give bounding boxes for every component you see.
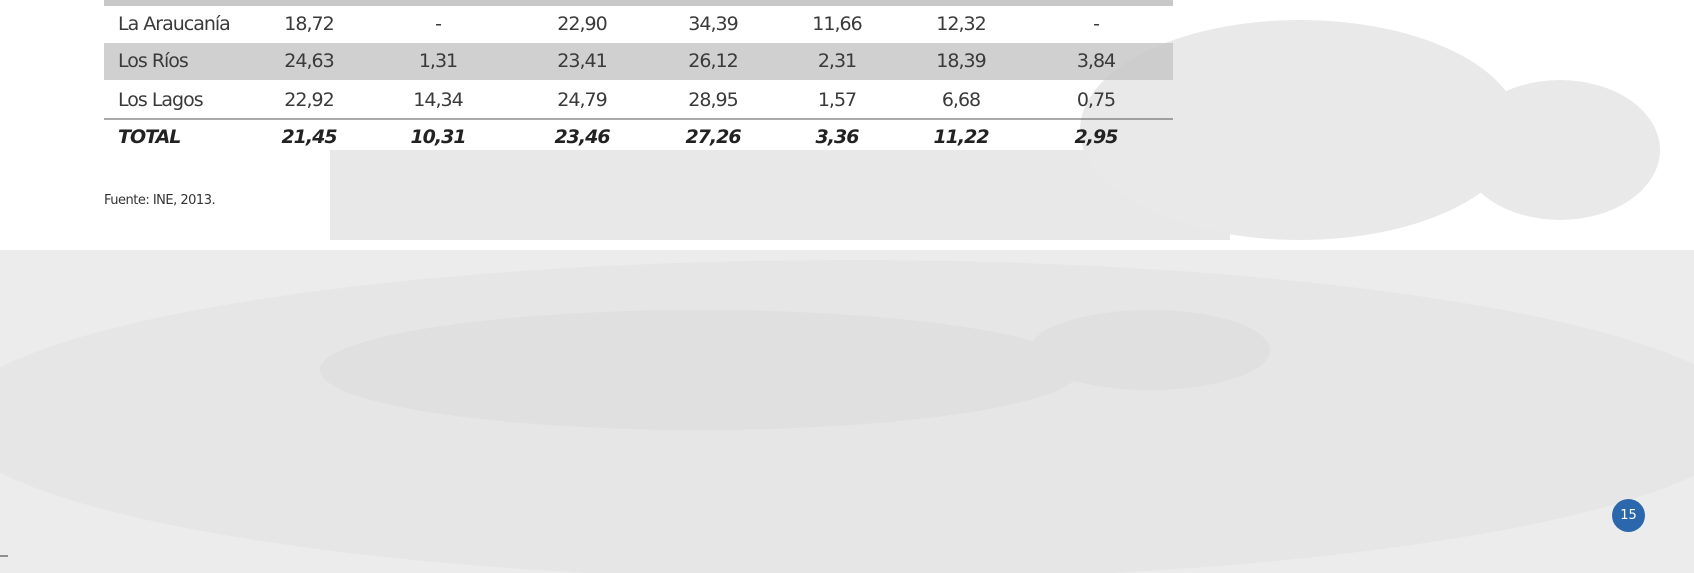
table-cell: 18,72 bbox=[284, 13, 334, 35]
source-note: Fuente: INE, 2013. bbox=[104, 193, 216, 208]
table-cell: 24,79 bbox=[557, 89, 607, 111]
table-cell: 2,95 bbox=[1074, 126, 1119, 148]
table-cell: 12,32 bbox=[936, 13, 986, 35]
table-cell: - bbox=[1093, 13, 1100, 35]
table-cell: 23,41 bbox=[557, 50, 607, 72]
table-cell: 2,31 bbox=[817, 50, 857, 72]
table-cell: 1,31 bbox=[418, 50, 458, 72]
table-cell: 28,95 bbox=[688, 89, 738, 111]
row-label: Los Ríos bbox=[118, 50, 189, 72]
table-cell: 0,75 bbox=[1076, 89, 1116, 111]
table-cell: 6,68 bbox=[941, 89, 981, 111]
table-row: La Araucanía 18,72 - 22,90 34,39 11,66 12,32 - bbox=[104, 6, 1173, 43]
table-cell: 11,22 bbox=[933, 126, 989, 148]
table-cell: 23,46 bbox=[554, 126, 610, 148]
table-cell: 26,12 bbox=[688, 50, 738, 72]
table-cell: 14,34 bbox=[413, 89, 463, 111]
table-cell: 24,63 bbox=[284, 50, 334, 72]
table-cell: 3,84 bbox=[1076, 50, 1116, 72]
table-cell: 10,31 bbox=[410, 126, 466, 148]
table-cell: 27,26 bbox=[685, 126, 741, 148]
table-cell: 22,92 bbox=[284, 89, 334, 111]
table-cell: 34,39 bbox=[688, 13, 738, 35]
table-cell: 11,66 bbox=[812, 13, 862, 35]
row-label: La Araucanía bbox=[118, 13, 231, 35]
table-row: Los Ríos 24,63 1,31 23,41 26,12 2,31 18,39 3,84 bbox=[104, 43, 1173, 80]
row-label: TOTAL bbox=[118, 126, 181, 148]
table-cell: - bbox=[435, 13, 442, 35]
table-cell: 3,36 bbox=[815, 126, 860, 148]
table-cell: 1,57 bbox=[817, 89, 857, 111]
table-cell: 22,90 bbox=[557, 13, 607, 35]
table-row: TOTAL 21,45 10,31 23,46 27,26 3,36 11,22 2,95 bbox=[104, 119, 1173, 156]
table-row: Los Lagos 22,92 14,34 24,79 28,95 1,57 6,68 0,7… bbox=[104, 82, 1173, 119]
table-cell: 21,45 bbox=[281, 126, 337, 148]
table-cell: 18,39 bbox=[936, 50, 986, 72]
row-label: Los Lagos bbox=[118, 89, 204, 111]
page-number: 15 bbox=[1612, 499, 1645, 532]
